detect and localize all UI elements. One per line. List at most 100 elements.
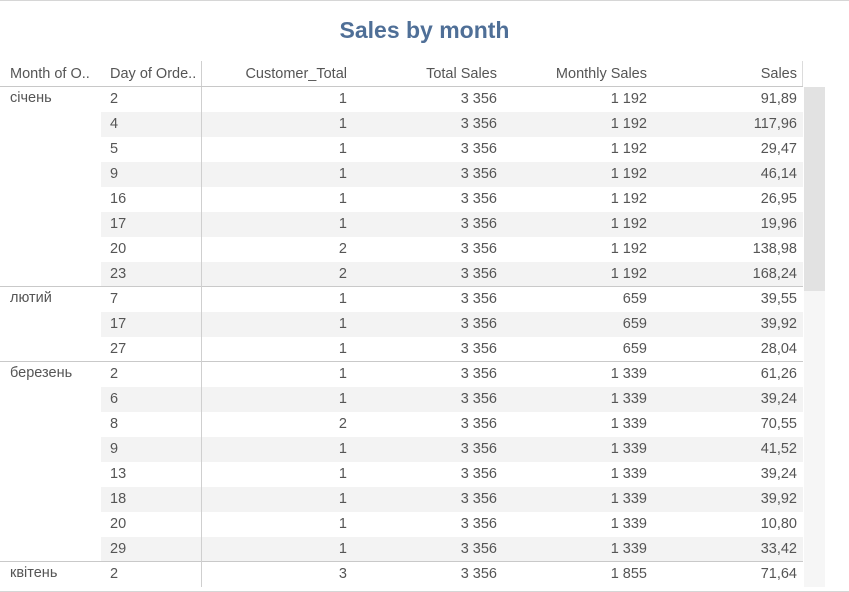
day-cell: 18 (110, 491, 127, 507)
day-cell: 29 (110, 541, 127, 557)
table-row[interactable]: 8 2 3 356 1 339 70,55 (0, 412, 803, 437)
total-sales-cell: 3 356 (460, 366, 497, 382)
day-cell: 20 (110, 241, 127, 257)
day-cell: 27 (110, 341, 127, 357)
sales-cell: 39,92 (760, 491, 797, 507)
monthly-sales-cell: 1 192 (610, 91, 647, 107)
group-divider (0, 361, 803, 362)
table-row[interactable]: 27 1 3 356 659 28,04 (0, 337, 803, 362)
table-row[interactable]: 7 1 3 356 659 39,55 (0, 287, 803, 312)
table-row[interactable]: 20 2 3 356 1 192 138,98 (0, 237, 803, 262)
table-row[interactable]: 16 1 3 356 1 192 26,95 (0, 187, 803, 212)
day-cell: 4 (110, 116, 119, 132)
day-cell: 16 (110, 191, 127, 207)
day-cell: 2 (110, 366, 119, 382)
day-cell: 9 (110, 166, 119, 182)
row-band (101, 162, 803, 187)
row-band (101, 212, 803, 237)
header-total-sales[interactable]: Total Sales (426, 66, 497, 82)
monthly-sales-cell: 1 192 (610, 216, 647, 232)
page-title: Sales by month (339, 17, 510, 43)
scrollbar-thumb[interactable] (804, 87, 825, 291)
table-row[interactable]: 2 1 3 356 1 192 91,89 (0, 87, 803, 112)
vertical-scrollbar[interactable] (804, 87, 825, 587)
day-cell: 23 (110, 266, 127, 282)
monthly-sales-cell: 1 192 (610, 166, 647, 182)
customer-total-cell: 1 (338, 441, 347, 457)
month-label[interactable]: квітень (10, 565, 58, 581)
monthly-sales-cell: 1 339 (610, 516, 647, 532)
row-band (101, 537, 803, 562)
monthly-sales-cell: 1 339 (610, 366, 647, 382)
table-row[interactable]: 18 1 3 356 1 339 39,92 (0, 487, 803, 512)
table-row[interactable]: 9 1 3 356 1 339 41,52 (0, 437, 803, 462)
table-row[interactable]: 23 2 3 356 1 192 168,24 (0, 262, 803, 287)
row-band (101, 387, 803, 412)
table-row[interactable]: 13 1 3 356 1 339 39,24 (0, 462, 803, 487)
table-row[interactable]: 9 1 3 356 1 192 46,14 (0, 162, 803, 187)
customer-total-cell: 1 (338, 291, 347, 307)
customer-total-cell: 3 (338, 566, 347, 582)
month-label[interactable]: січень (10, 90, 52, 106)
total-sales-cell: 3 356 (460, 91, 497, 107)
monthly-sales-cell: 1 339 (610, 391, 647, 407)
monthly-sales-cell: 1 192 (610, 241, 647, 257)
day-cell: 5 (110, 141, 119, 157)
total-sales-cell: 3 356 (460, 266, 497, 282)
table-row[interactable]: 20 1 3 356 1 339 10,80 (0, 512, 803, 537)
header-monthly-sales[interactable]: Monthly Sales (555, 66, 647, 82)
row-band (101, 437, 803, 462)
day-cell: 2 (110, 566, 119, 582)
customer-total-cell: 1 (338, 191, 347, 207)
customer-total-cell: 1 (338, 491, 347, 507)
sales-cell: 41,52 (760, 441, 797, 457)
monthly-sales-cell: 1 192 (610, 116, 647, 132)
sales-cell: 117,96 (753, 116, 797, 132)
customer-total-cell: 1 (338, 91, 347, 107)
total-sales-cell: 3 356 (460, 341, 497, 357)
header-right-edge (802, 61, 803, 87)
day-cell: 13 (110, 466, 127, 482)
table-row[interactable]: 17 1 3 356 659 39,92 (0, 312, 803, 337)
total-sales-cell: 3 356 (460, 191, 497, 207)
sales-cell: 29,47 (760, 141, 797, 157)
day-cell: 9 (110, 441, 119, 457)
header-day[interactable]: Day of Orde.. (110, 66, 197, 82)
table-row[interactable]: 6 1 3 356 1 339 39,24 (0, 387, 803, 412)
table-row[interactable]: 2 3 3 356 1 855 71,64 (0, 562, 803, 587)
sales-cell: 61,26 (760, 366, 797, 382)
day-cell: 17 (110, 316, 127, 332)
table-row[interactable]: 2 1 3 356 1 339 61,26 (0, 362, 803, 387)
customer-total-cell: 2 (338, 266, 347, 282)
customer-total-cell: 1 (338, 316, 347, 332)
total-sales-cell: 3 356 (460, 416, 497, 432)
total-sales-cell: 3 356 (460, 491, 497, 507)
total-sales-cell: 3 356 (460, 216, 497, 232)
month-label[interactable]: березень (10, 365, 73, 381)
header-customer-total[interactable]: Customer_Total (245, 66, 347, 82)
day-cell: 7 (110, 291, 119, 307)
total-sales-cell: 3 356 (460, 141, 497, 157)
table-row[interactable]: 5 1 3 356 1 192 29,47 (0, 137, 803, 162)
header-sales[interactable]: Sales (760, 66, 797, 82)
row-header-divider (201, 87, 202, 587)
sales-cell: 33,42 (760, 541, 797, 557)
total-sales-cell: 3 356 (460, 166, 497, 182)
sales-cell: 168,24 (752, 266, 797, 282)
table-row[interactable]: 17 1 3 356 1 192 19,96 (0, 212, 803, 237)
monthly-sales-cell: 1 339 (610, 441, 647, 457)
sales-cell: 19,96 (760, 216, 797, 232)
sales-cell: 39,92 (760, 316, 797, 332)
monthly-sales-cell: 1 855 (610, 566, 647, 582)
table-row[interactable]: 29 1 3 356 1 339 33,42 (0, 537, 803, 562)
table-header: Month of O.. Day of Orde.. Customer_Tota… (0, 61, 803, 87)
customer-total-cell: 1 (338, 216, 347, 232)
total-sales-cell: 3 356 (460, 291, 497, 307)
monthly-sales-cell: 1 192 (610, 191, 647, 207)
customer-total-cell: 1 (338, 341, 347, 357)
header-month[interactable]: Month of O.. (10, 66, 90, 82)
sales-cell: 10,80 (760, 516, 797, 532)
total-sales-cell: 3 356 (460, 241, 497, 257)
table-row[interactable]: 4 1 3 356 1 192 117,96 (0, 112, 803, 137)
month-label[interactable]: лютий (10, 290, 52, 306)
